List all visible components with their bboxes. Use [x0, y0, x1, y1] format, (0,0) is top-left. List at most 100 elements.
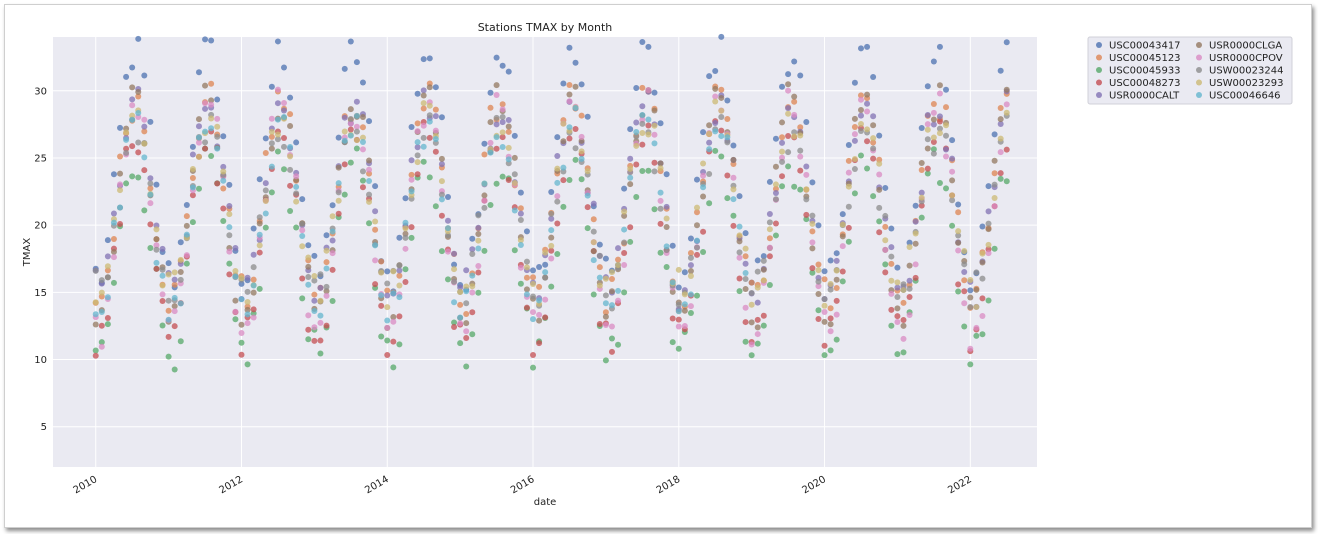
data-point	[712, 128, 719, 135]
data-point	[857, 96, 864, 103]
data-point	[736, 232, 743, 239]
data-point	[104, 267, 111, 274]
data-point	[323, 288, 330, 295]
data-point	[712, 120, 719, 127]
data-point	[463, 335, 470, 342]
data-point	[687, 309, 694, 316]
data-point	[104, 237, 111, 244]
data-point	[760, 312, 767, 319]
data-point	[627, 155, 634, 162]
data-point	[718, 153, 725, 160]
data-point	[402, 266, 409, 273]
data-point	[906, 311, 913, 318]
data-point	[335, 210, 342, 217]
data-point	[772, 181, 779, 188]
data-point	[791, 98, 798, 105]
data-point	[268, 133, 275, 140]
data-point	[730, 212, 737, 219]
data-point	[669, 315, 676, 322]
data-point	[681, 307, 688, 314]
data-point	[396, 294, 403, 301]
data-point	[949, 177, 956, 184]
data-point	[444, 217, 451, 224]
data-point	[353, 137, 360, 144]
data-point	[159, 282, 166, 289]
data-point	[123, 73, 130, 80]
data-point	[687, 291, 694, 298]
data-point	[517, 237, 524, 244]
data-point	[262, 224, 269, 231]
data-point	[857, 128, 864, 135]
data-point	[621, 226, 628, 233]
data-point	[517, 280, 524, 287]
data-point	[475, 231, 482, 238]
data-point	[590, 216, 597, 223]
data-point	[281, 134, 288, 141]
data-point	[554, 165, 561, 172]
data-point	[523, 264, 530, 271]
data-point	[505, 123, 512, 130]
data-point	[189, 143, 196, 150]
data-point	[202, 139, 209, 146]
data-point	[572, 59, 579, 66]
data-point	[548, 283, 555, 290]
data-point	[754, 257, 761, 264]
data-point	[997, 149, 1004, 156]
data-point	[305, 254, 312, 261]
data-point	[475, 269, 482, 276]
data-point	[147, 191, 154, 198]
data-point	[590, 200, 597, 207]
data-point	[779, 158, 786, 165]
data-point	[92, 347, 99, 354]
data-point	[469, 331, 476, 338]
data-point	[602, 275, 609, 282]
data-point	[955, 239, 962, 246]
data-point	[730, 174, 737, 181]
data-point	[177, 338, 184, 345]
data-point	[402, 225, 409, 232]
data-point	[408, 124, 415, 131]
data-point	[815, 222, 822, 229]
data-point	[299, 227, 306, 234]
data-point	[687, 303, 694, 310]
data-point	[347, 120, 354, 127]
data-point	[353, 145, 360, 152]
data-point	[827, 280, 834, 287]
data-point	[147, 175, 154, 182]
data-point	[615, 256, 622, 263]
data-point	[262, 210, 269, 217]
legend-box	[1087, 36, 1293, 105]
data-point	[602, 309, 609, 316]
data-point	[791, 58, 798, 65]
data-point	[949, 197, 956, 204]
data-point	[815, 307, 822, 314]
data-point	[681, 322, 688, 329]
data-point	[839, 243, 846, 250]
data-point	[402, 195, 409, 202]
data-point	[718, 133, 725, 140]
data-point	[123, 180, 130, 187]
data-point	[864, 108, 871, 115]
data-point	[724, 139, 731, 146]
data-point	[536, 283, 543, 290]
data-point	[712, 85, 719, 92]
data-point	[92, 321, 99, 328]
data-point	[135, 88, 142, 95]
data-point	[438, 196, 445, 203]
data-point	[572, 104, 579, 111]
legend-marker	[1196, 92, 1202, 98]
data-point	[608, 348, 615, 355]
data-point	[323, 259, 330, 266]
data-point	[238, 351, 245, 358]
data-point	[432, 127, 439, 134]
data-point	[900, 322, 907, 329]
data-point	[918, 160, 925, 167]
data-point	[353, 112, 360, 119]
data-point	[548, 247, 555, 254]
legend-label: USR0000CPOV	[1209, 53, 1283, 64]
data-point	[687, 268, 694, 275]
data-point	[663, 263, 670, 270]
data-point	[694, 176, 701, 183]
data-point	[961, 288, 968, 295]
data-point	[912, 218, 919, 225]
